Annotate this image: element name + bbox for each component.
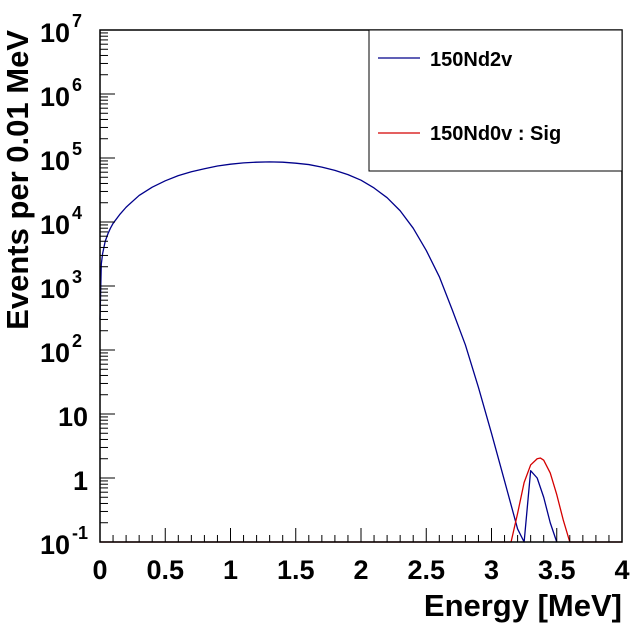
y-tick-exponent: 3	[72, 267, 82, 287]
series-layer	[99, 161, 622, 543]
y-tick-exponent: 2	[72, 331, 82, 351]
y-tick-exponent: -1	[72, 523, 88, 543]
y-tick-exponent: 7	[72, 11, 82, 31]
y-tick-base: 10	[40, 18, 70, 48]
y-axis-title: Events per 0.01 MeV	[0, 30, 35, 330]
x-tick-label: 0.5	[146, 555, 184, 585]
x-axis-title: Energy [MeV]	[424, 588, 622, 623]
y-tick-label: 10	[40, 338, 70, 368]
x-tick-label: 4	[614, 555, 629, 585]
y-tick-label: 10	[40, 18, 70, 48]
y-tick-base: 10	[40, 210, 70, 240]
legend-box	[368, 29, 623, 172]
y-tick-exponent: 5	[72, 139, 82, 159]
x-tick-label: 2	[353, 555, 368, 585]
x-tick-label: 3.5	[538, 555, 576, 585]
x-tick-label: 3	[484, 555, 499, 585]
plot-frame	[99, 29, 623, 543]
y-tick-base: 10	[40, 146, 70, 176]
y-tick-base: 10	[40, 338, 70, 368]
y-tick-label: 10	[40, 274, 70, 304]
y-tick-label: 10	[40, 146, 70, 176]
x-tick-label: 0	[92, 555, 107, 585]
y-tick-label: 10	[40, 210, 70, 240]
x-tick-label: 2.5	[407, 555, 445, 585]
y-tick-exponent: 6	[72, 75, 82, 95]
x-tick-label: 1	[223, 555, 238, 585]
legend-label-150nd0v-sig: 150Nd0v : Sig	[430, 123, 561, 145]
y-tick-base: 10	[40, 530, 70, 560]
y-tick-label: 10	[40, 82, 70, 112]
legend: 150Nd2v 150Nd0v : Sig	[368, 29, 623, 172]
series-line-0	[99, 161, 558, 543]
y-tick-base: 10	[40, 274, 70, 304]
x-tick-label: 1.5	[277, 555, 315, 585]
series-line-1	[100, 457, 622, 543]
y-tick-label: 1	[73, 466, 88, 496]
y-tick-label: 10	[58, 402, 88, 432]
legend-label-150nd2v: 150Nd2v	[430, 49, 513, 71]
y-tick-exponent: 4	[72, 203, 82, 223]
y-tick-base: 10	[40, 82, 70, 112]
y-tick-base: 10	[58, 402, 88, 432]
y-tick-base: 1	[73, 466, 88, 496]
y-tick-label: 10	[40, 530, 70, 560]
